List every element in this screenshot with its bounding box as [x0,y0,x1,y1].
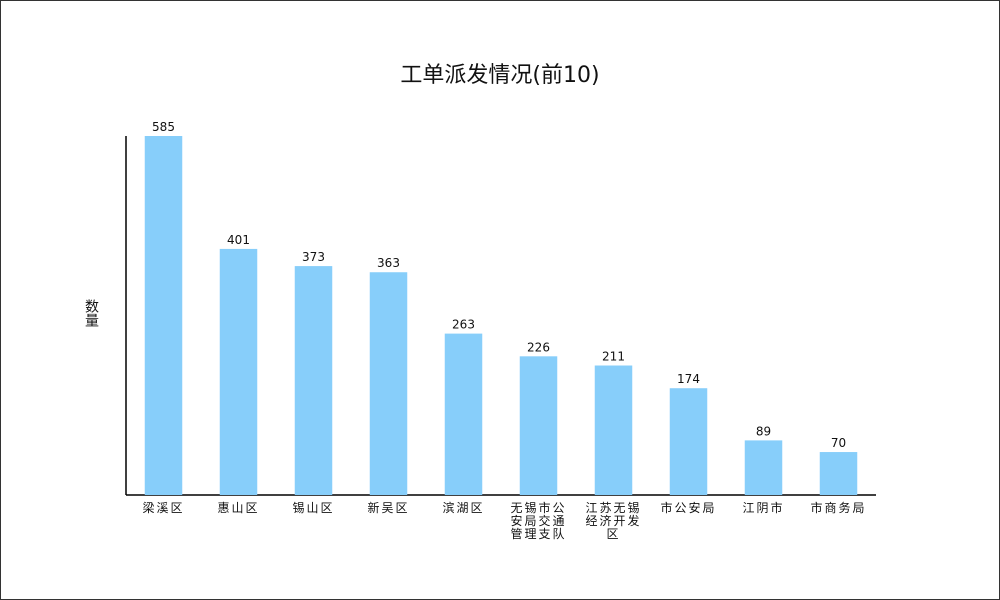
x-tick-label: 市公安局 [660,501,717,515]
bar [744,440,783,495]
data-label: 89 [756,424,771,438]
bar [294,266,333,495]
bar [519,356,558,495]
chart-title: 工单派发情况(前10) [400,63,600,88]
data-label: 226 [527,340,550,354]
bar [219,248,258,495]
x-tick-label: 江阴市 [742,501,785,515]
data-label: 174 [677,372,700,386]
x-tick-label: 梁溪区 [142,501,185,515]
data-label: 585 [152,120,175,134]
x-tick-label: 市商务局 [810,501,867,515]
bar [594,365,633,495]
bar [369,272,408,495]
x-tick-label: 惠山区 [217,501,260,515]
bar [819,452,858,495]
data-label: 363 [377,256,400,270]
bar [669,388,708,495]
data-label: 401 [227,233,250,247]
x-tick-label: 江苏无锡经济开发区 [585,501,642,541]
y-axis-label: 数量 [83,299,99,327]
x-tick-label: 新吴区 [367,501,410,515]
data-label: 211 [602,350,625,364]
x-tick-label: 滨湖区 [442,501,485,515]
data-label: 70 [831,436,846,450]
x-tick-label: 无锡市公安局交通管理支队 [510,501,567,541]
bar [444,333,483,495]
data-label: 263 [452,318,475,332]
bar [144,136,183,495]
data-label: 373 [302,250,325,264]
x-tick-label: 锡山区 [292,501,335,515]
